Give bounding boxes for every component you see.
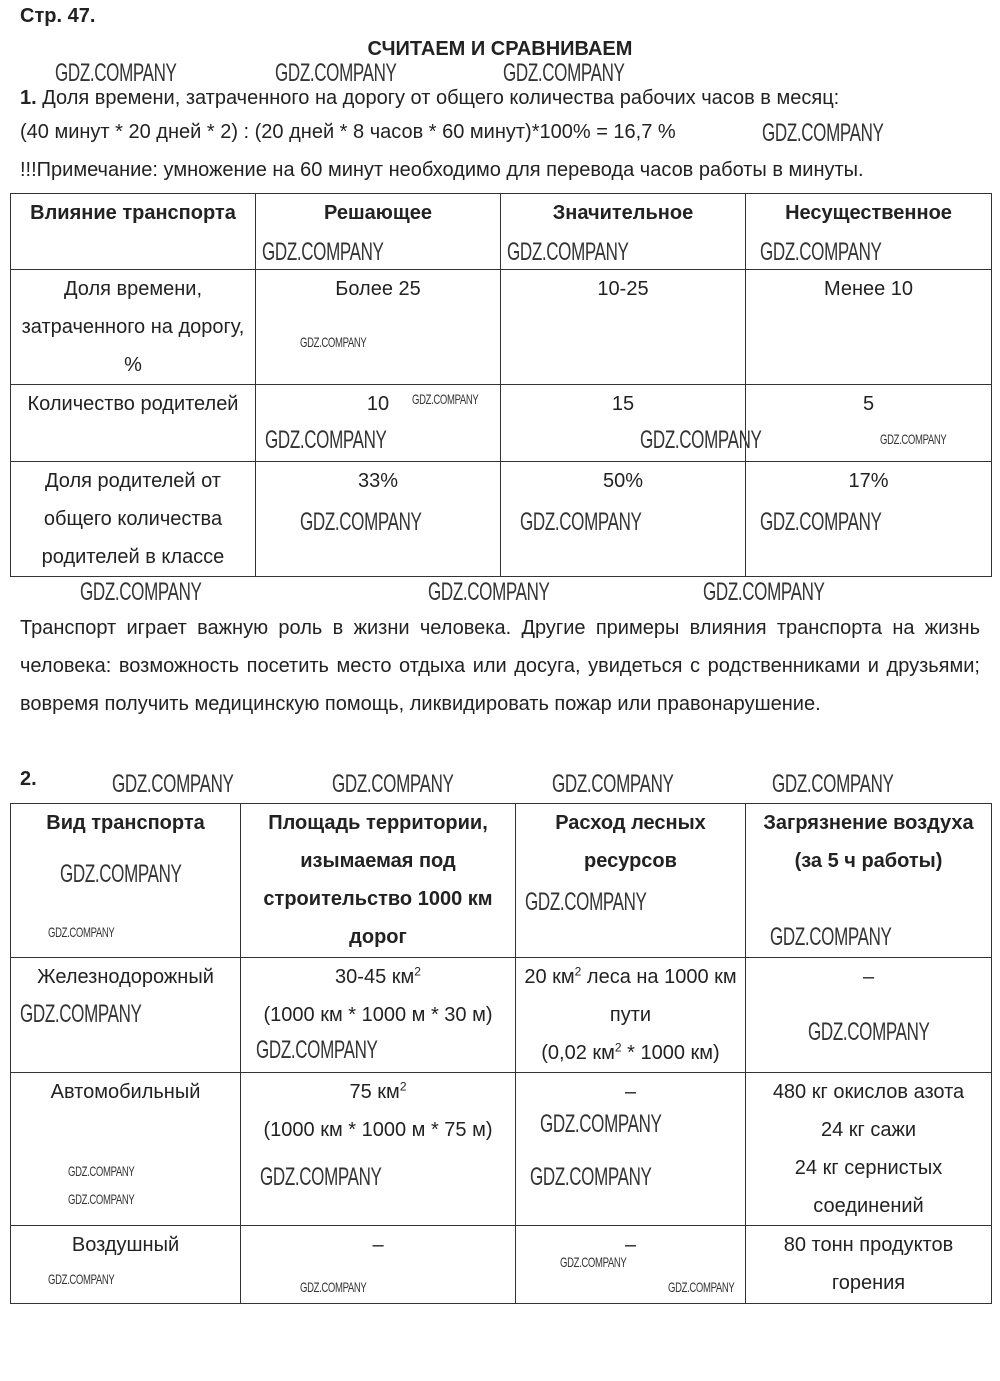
table-row: Воздушный – – 80 тонн продуктов горения <box>10 1225 992 1304</box>
table-cell: Воздушный <box>10 1225 241 1304</box>
air-line: 480 кг окислов азота <box>772 1081 965 1103</box>
table-cell: Более 25 <box>255 269 501 385</box>
area-text: 30-45 км <box>335 966 415 988</box>
forest-sup: 2 <box>574 964 582 979</box>
page-label: Стр. 47. <box>20 5 96 27</box>
transport-paragraph: Транспорт играет важную роль в жизни чел… <box>20 617 980 715</box>
table-cell: 15 <box>500 384 746 462</box>
header-cell: Загрязнение воздуха (за 5 ч работы) <box>745 803 992 958</box>
table-cell: 17% <box>745 461 992 577</box>
section-title: СЧИТАЕМ И СРАВНИВАЕМ <box>367 38 633 60</box>
table-cell: – <box>745 957 992 1073</box>
influence-table: Влияние транспорта Решающее Значительное… <box>10 193 992 577</box>
area-calc: (1000 км * 1000 м * 30 м) <box>263 1004 493 1026</box>
forest-text-b: леса на 1000 км пути <box>581 966 737 1026</box>
table-cell: 75 км2 (1000 км * 1000 м * 75 м) <box>240 1072 516 1226</box>
table-cell: – <box>515 1225 746 1304</box>
watermark: GDZ.COMPANY <box>703 578 825 606</box>
table-cell: Доля родителей от общего количества роди… <box>10 461 256 577</box>
watermark: GDZ.COMPANY <box>112 770 234 798</box>
table-cell: Менее 10 <box>745 269 992 385</box>
watermark: GDZ.COMPANY <box>55 59 177 87</box>
forest-calc: (0,02 км2 * 1000 км) <box>520 1034 741 1072</box>
table-header-row: Вид транспорта Площадь территории, изыма… <box>10 803 992 958</box>
table-row: Автомобильный 75 км2 (1000 км * 1000 м *… <box>10 1072 992 1226</box>
table-cell: 50% <box>500 461 746 577</box>
watermark: GDZ.COMPANY <box>503 59 625 87</box>
table-cell: Доля времени, затраченного на дорогу, % <box>10 269 256 385</box>
watermark: GDZ.COMPANY <box>772 770 894 798</box>
watermark: GDZ.COMPANY <box>552 770 674 798</box>
table-cell: 480 кг окислов азота 24 кг сажи 24 кг се… <box>745 1072 992 1226</box>
header-cell: Вид транспорта <box>10 803 241 958</box>
table-cell: 5 <box>745 384 992 462</box>
table-cell: – <box>515 1072 746 1226</box>
header-cell: Решающее <box>255 193 501 270</box>
forest-calc-a: (0,02 км <box>541 1042 615 1064</box>
forest-calc-b: * 1000 км) <box>621 1042 720 1064</box>
header-cell: Влияние транспорта <box>10 193 256 270</box>
task1-number: 1. <box>20 87 37 109</box>
cell-value: 10 <box>366 393 390 415</box>
watermark: GDZ.COMPANY <box>275 59 397 87</box>
header-cell: Несущественное <box>745 193 992 270</box>
area-sup: 2 <box>414 964 421 979</box>
watermark: GDZ.COMPANY <box>428 578 550 606</box>
forest-calc-sup: 2 <box>614 1040 622 1055</box>
table-cell: 10-25 <box>500 269 746 385</box>
task1-line1-text: Доля времени, затраченного на дорогу от … <box>36 87 840 109</box>
table-cell: 10 <box>255 384 501 462</box>
air-line: 24 кг сажи <box>820 1119 917 1141</box>
area-sup: 2 <box>399 1079 407 1094</box>
table-cell: Автомобильный <box>10 1072 241 1226</box>
area-value: 75 км2 <box>245 1073 511 1111</box>
table-cell: Количество родителей <box>10 384 256 462</box>
header-cell: Площадь территории, изымаемая под строит… <box>240 803 516 958</box>
table-cell: 33% <box>255 461 501 577</box>
table-cell: 20 км2 леса на 1000 км пути (0,02 км2 * … <box>515 957 746 1073</box>
transport-table: Вид транспорта Площадь территории, изыма… <box>10 803 992 1304</box>
task1-line1: 1. Доля времени, затраченного на дорогу … <box>20 86 839 110</box>
forest-text: 20 км <box>524 966 575 988</box>
forest-value: 20 км2 леса на 1000 км пути <box>520 958 741 1034</box>
table-row: Доля времени, затраченного на дорогу, % … <box>10 269 992 385</box>
table-row: Железнодорожный 30-45 км2 (1000 км * 100… <box>10 957 992 1073</box>
area-text: 75 км <box>349 1081 400 1103</box>
table-cell: 80 тонн продуктов горения <box>745 1225 992 1304</box>
area-calc: (1000 км * 1000 м * 75 м) <box>263 1119 493 1141</box>
table-header-row: Влияние транспорта Решающее Значительное… <box>10 193 992 270</box>
watermark: GDZ.COMPANY <box>332 770 454 798</box>
table-cell: 30-45 км2 (1000 км * 1000 м * 30 м) <box>240 957 516 1073</box>
table-row: Количество родителей 10 15 5 <box>10 384 992 462</box>
task2-number: 2. <box>20 768 37 790</box>
watermark: GDZ.COMPANY <box>80 578 202 606</box>
watermark: GDZ.COMPANY <box>762 119 884 147</box>
area-value: 30-45 км2 <box>245 958 511 996</box>
table-row: Доля родителей от общего количества роди… <box>10 461 992 577</box>
task1-formula: (40 минут * 20 дней * 2) : (20 дней * 8 … <box>20 121 676 143</box>
header-cell: Значительное <box>500 193 746 270</box>
header-cell: Расход лесных ресурсов <box>515 803 746 958</box>
table-cell: Железнодорожный <box>10 957 241 1073</box>
air-line: 24 кг сернистых соединений <box>794 1157 943 1217</box>
task1-note: !!!Примечание: умножение на 60 минут нео… <box>20 159 864 181</box>
table-cell: – <box>240 1225 516 1304</box>
